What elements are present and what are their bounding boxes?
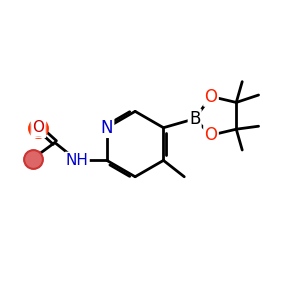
Text: B: B (189, 110, 200, 128)
Text: N: N (100, 119, 113, 137)
Text: O: O (205, 88, 218, 106)
Text: O: O (205, 126, 218, 144)
Text: O: O (32, 119, 45, 137)
Text: NH: NH (66, 153, 88, 168)
Text: O: O (32, 120, 44, 135)
